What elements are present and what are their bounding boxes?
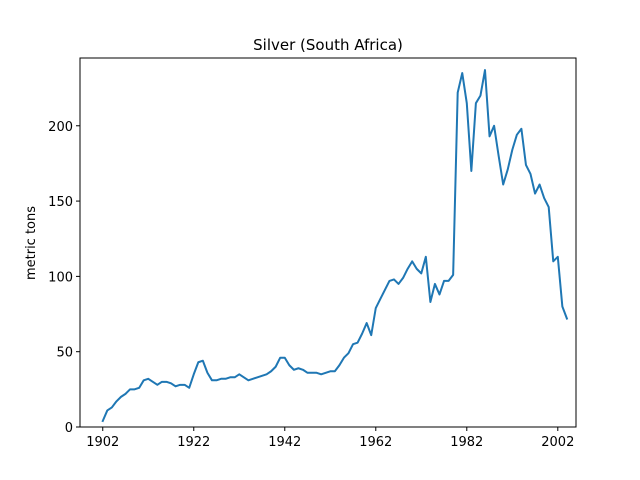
y-tick-label: 100 xyxy=(48,270,73,285)
x-tick-label: 1922 xyxy=(177,435,210,450)
x-tick-label: 1962 xyxy=(359,435,392,450)
y-axis-label: metric tons xyxy=(24,206,39,280)
y-tick-label: 50 xyxy=(56,346,73,361)
x-tick-label: 2002 xyxy=(541,435,574,450)
plot-area xyxy=(101,69,569,423)
axis-ticks: 1902 1922 1942 1962 1982 2002 0 50 100 150 200 xyxy=(48,120,574,450)
chart-title: Silver (South Africa) xyxy=(253,36,403,54)
x-tick-label: 1982 xyxy=(450,435,483,450)
axes-frame xyxy=(79,57,577,428)
y-tick-label: 0 xyxy=(65,421,73,436)
y-tick-label: 200 xyxy=(48,120,73,135)
x-tick-label: 1942 xyxy=(268,435,301,450)
x-tick-label: 1902 xyxy=(86,435,119,450)
series-line xyxy=(101,69,569,423)
y-tick-label: 150 xyxy=(48,195,73,210)
